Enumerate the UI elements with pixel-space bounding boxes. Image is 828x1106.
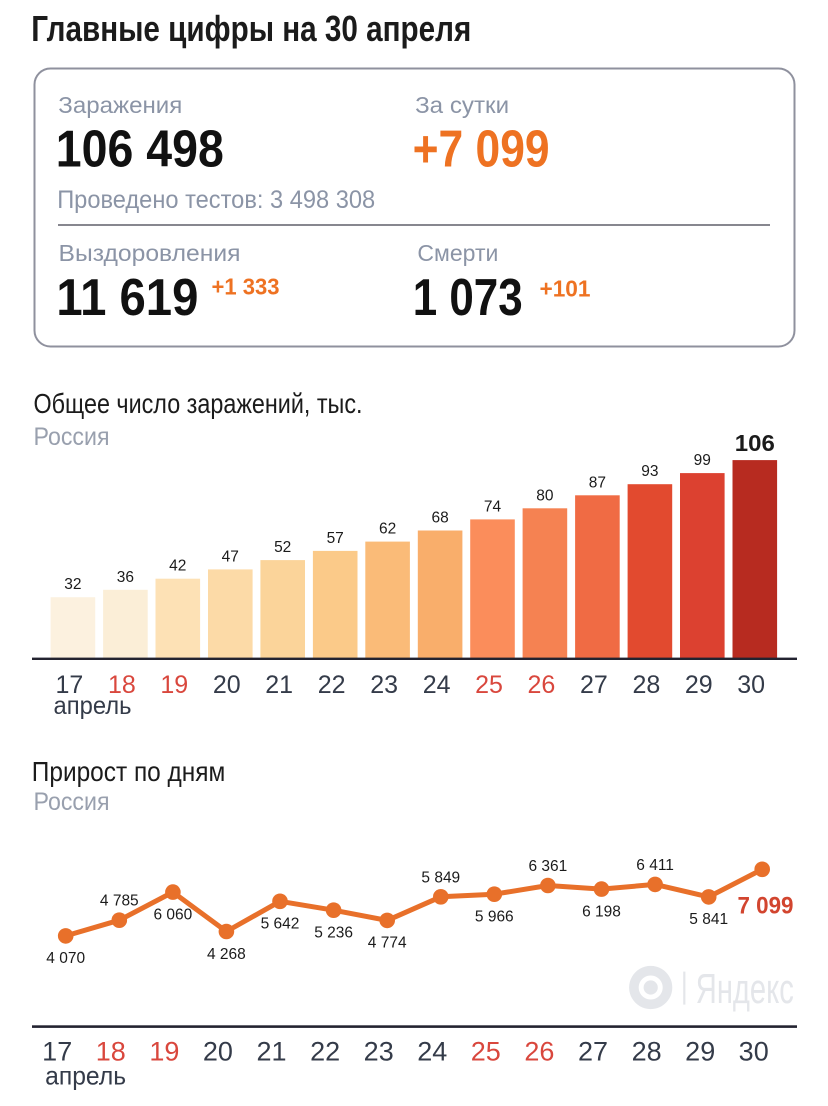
svg-text:20: 20 [213,671,241,699]
svg-text:апрель: апрель [54,692,132,720]
svg-text:42: 42 [169,558,186,575]
svg-text:23: 23 [370,671,398,699]
svg-text:25: 25 [475,671,503,699]
svg-text:106: 106 [735,430,775,456]
svg-text:5 236: 5 236 [314,925,353,942]
svg-text:32: 32 [64,576,81,593]
svg-text:19: 19 [149,1037,179,1067]
svg-text:52: 52 [274,539,291,556]
svg-text:17: 17 [55,671,83,699]
svg-text:5 642: 5 642 [261,916,300,933]
svg-text:Прирост по дням: Прирост по дням [32,756,226,787]
svg-text:4 774: 4 774 [368,935,407,952]
svg-text:36: 36 [117,569,134,586]
svg-text:Россия: Россия [34,788,110,816]
svg-text:18: 18 [96,1037,126,1067]
svg-text:7 099: 7 099 [738,893,794,920]
svg-text:24: 24 [417,1037,447,1067]
svg-text:Общее число заражений, тыс.: Общее число заражений, тыс. [34,388,363,419]
svg-text:11 619: 11 619 [56,269,198,327]
svg-text:26: 26 [524,1037,554,1067]
svg-text:За сутки: За сутки [415,92,509,118]
svg-text:Выздоровления: Выздоровления [59,240,241,266]
svg-text:5 849: 5 849 [421,869,460,886]
svg-text:Заражения: Заражения [58,92,182,118]
svg-text:21: 21 [256,1037,286,1067]
svg-text:1 073: 1 073 [413,269,523,327]
svg-text:Яндекс: Яндекс [696,965,794,1012]
svg-text:23: 23 [364,1037,394,1067]
svg-text:Россия: Россия [34,423,110,451]
svg-text:4 070: 4 070 [46,950,85,967]
svg-text:80: 80 [536,487,554,504]
svg-text:93: 93 [641,463,658,480]
svg-text:29: 29 [685,1037,715,1067]
svg-text:5 966: 5 966 [475,909,514,926]
svg-text:апрель: апрель [45,1061,126,1091]
svg-text:28: 28 [632,1037,662,1067]
svg-text:6 060: 6 060 [154,906,193,923]
svg-text:87: 87 [589,474,606,491]
svg-text:30: 30 [739,1037,769,1067]
svg-text:5 841: 5 841 [689,911,728,928]
svg-text:57: 57 [327,530,344,547]
svg-text:26: 26 [527,671,555,699]
svg-text:24: 24 [423,671,451,699]
svg-text:+7 099: +7 099 [413,120,550,178]
svg-text:22: 22 [310,1037,340,1067]
svg-text:6 198: 6 198 [582,903,621,920]
svg-text:99: 99 [694,452,711,469]
svg-text:6 411: 6 411 [636,857,674,874]
svg-text:Проведено тестов: 3 498 308: Проведено тестов: 3 498 308 [57,186,375,214]
svg-text:47: 47 [222,548,239,565]
svg-text:+101: +101 [540,276,591,302]
svg-text:19: 19 [160,671,188,699]
svg-text:29: 29 [685,671,713,699]
svg-text:4 785: 4 785 [100,893,139,910]
svg-text:68: 68 [431,510,448,527]
svg-text:17: 17 [42,1037,72,1067]
svg-text:27: 27 [580,671,608,699]
svg-text:28: 28 [632,671,660,699]
svg-text:6 361: 6 361 [529,858,568,875]
svg-text:30: 30 [737,671,765,699]
svg-text:74: 74 [484,498,502,515]
svg-text:106 498: 106 498 [56,120,224,178]
svg-text:21: 21 [265,671,293,699]
svg-text:Смерти: Смерти [417,240,498,266]
svg-text:22: 22 [318,671,346,699]
svg-text:25: 25 [471,1037,501,1067]
svg-text:27: 27 [578,1037,608,1067]
svg-text:+1 333: +1 333 [212,274,280,300]
svg-text:Главные цифры на 30 апреля: Главные цифры на 30 апреля [31,8,471,49]
svg-text:20: 20 [203,1037,233,1067]
svg-text:18: 18 [108,671,136,699]
svg-text:62: 62 [379,521,396,538]
svg-text:4 268: 4 268 [207,946,246,963]
